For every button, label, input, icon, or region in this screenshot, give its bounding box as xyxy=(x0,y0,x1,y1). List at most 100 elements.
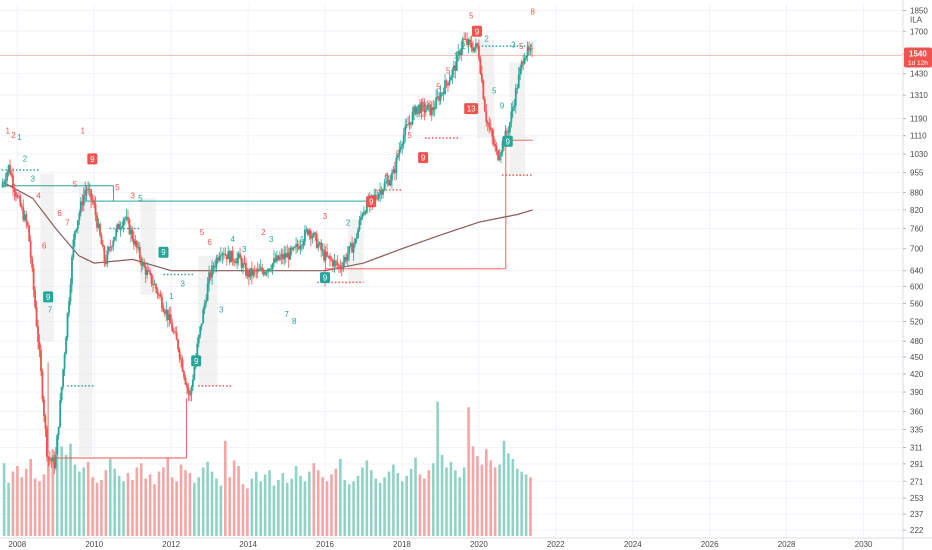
volume-bar xyxy=(396,473,400,536)
sequential-count: 9 xyxy=(500,102,505,111)
volume-bar xyxy=(259,481,262,536)
candle-body xyxy=(476,43,479,47)
sequential-count: 3 xyxy=(130,191,135,200)
candle-body xyxy=(122,219,125,227)
price-tick-label: 1310 xyxy=(910,91,928,100)
time-tick-label: 2022 xyxy=(547,540,565,549)
candle-body xyxy=(469,39,471,43)
sequential-count: 8 xyxy=(531,8,536,17)
candle-body xyxy=(337,265,340,266)
candle-body xyxy=(255,270,258,272)
volume-bar xyxy=(383,477,386,536)
nine-badge[interactable]: 9 xyxy=(502,135,513,147)
sequential-count: 1 xyxy=(80,127,85,136)
sequential-count: 5 xyxy=(469,12,474,21)
nine-badge[interactable]: 9 xyxy=(471,25,482,37)
candle-body xyxy=(225,254,228,260)
volume-bar xyxy=(436,401,439,536)
sequential-count: 3 xyxy=(219,305,224,314)
candle-body xyxy=(162,308,165,312)
nine-badge[interactable]: 9 xyxy=(320,272,331,284)
volume-bar xyxy=(188,473,192,536)
sequential-count: 5 xyxy=(396,149,401,158)
candle-body xyxy=(336,261,339,266)
price-tick-label: 1430 xyxy=(910,70,928,79)
volume-bar xyxy=(312,463,316,536)
badge-bg xyxy=(158,246,169,258)
candle-body xyxy=(150,273,153,284)
price-tick-label: 560 xyxy=(910,299,924,308)
price-tick-label: 420 xyxy=(910,370,924,379)
candle-body xyxy=(488,123,491,128)
candle-body xyxy=(513,105,516,108)
price-tick-label: 1700 xyxy=(910,27,928,36)
candle-body xyxy=(218,256,221,261)
candle-body xyxy=(45,428,48,457)
nine-badge[interactable]: 9 xyxy=(366,196,377,208)
nine-badge[interactable]: 9 xyxy=(87,153,98,165)
candle-body xyxy=(51,457,54,462)
candle-body xyxy=(385,181,387,183)
candle-body xyxy=(253,269,256,271)
badge-bg xyxy=(191,355,202,367)
badge-label: 9 xyxy=(323,274,328,283)
candle-body xyxy=(352,244,355,253)
candle-body xyxy=(163,311,166,314)
sequential-count: 8 xyxy=(292,317,297,326)
sequential-count: 12 xyxy=(417,110,426,119)
candle-body xyxy=(9,165,11,174)
candle-body xyxy=(379,190,382,194)
volume-bars xyxy=(2,401,532,536)
candle-body xyxy=(393,169,396,173)
nine-badge[interactable]: 9 xyxy=(43,291,54,303)
volume-bar xyxy=(250,478,254,536)
candle-body xyxy=(233,260,236,263)
candle-body xyxy=(452,65,455,70)
volume-bar xyxy=(215,478,218,536)
time-tick-label: 2020 xyxy=(470,540,488,549)
sequential-count: 6 xyxy=(57,209,62,218)
candle-body xyxy=(32,267,35,290)
volume-bar xyxy=(60,446,63,536)
tdst-levels xyxy=(0,45,902,459)
sequential-count: 3 xyxy=(323,212,328,221)
candle-body xyxy=(197,335,200,344)
candle-body xyxy=(377,193,380,199)
volume-bar xyxy=(507,453,510,536)
badge-bg xyxy=(366,196,377,208)
candle-body xyxy=(239,253,241,259)
volume-bar xyxy=(369,470,373,536)
nine-badge[interactable]: 9 xyxy=(418,152,429,164)
candle-body xyxy=(155,284,157,290)
candle-body xyxy=(315,234,318,248)
candle-body xyxy=(132,239,135,245)
sequential-count: 2 xyxy=(11,131,16,140)
candle-body xyxy=(361,214,364,217)
price-tick-label: 390 xyxy=(910,388,924,397)
badge-label: 9 xyxy=(46,293,51,302)
volume-bar xyxy=(502,440,506,536)
candle-body xyxy=(209,272,212,278)
candle-body xyxy=(169,314,172,324)
candle-body xyxy=(333,260,336,267)
candle-body xyxy=(405,124,408,127)
sequential-count: 5 xyxy=(492,86,497,95)
candle-body xyxy=(305,229,308,230)
nine-badge[interactable]: 9 xyxy=(191,355,202,367)
sequential-count: 3 xyxy=(180,279,185,288)
candle-body xyxy=(454,65,457,71)
candle-body xyxy=(40,349,42,372)
nine-badge[interactable]: 9 xyxy=(158,246,169,258)
price-tick-label: 253 xyxy=(910,494,924,503)
candle-body xyxy=(407,124,410,126)
nine-badge[interactable]: 13 xyxy=(464,103,479,115)
candle-body xyxy=(445,80,448,84)
candle-body xyxy=(355,238,358,240)
candle-body xyxy=(208,272,210,284)
candle-body xyxy=(87,188,90,191)
volume-bar xyxy=(237,466,240,536)
candle-body xyxy=(78,212,81,221)
badge-bg xyxy=(502,135,513,147)
price-tick-label: 291 xyxy=(910,460,924,469)
